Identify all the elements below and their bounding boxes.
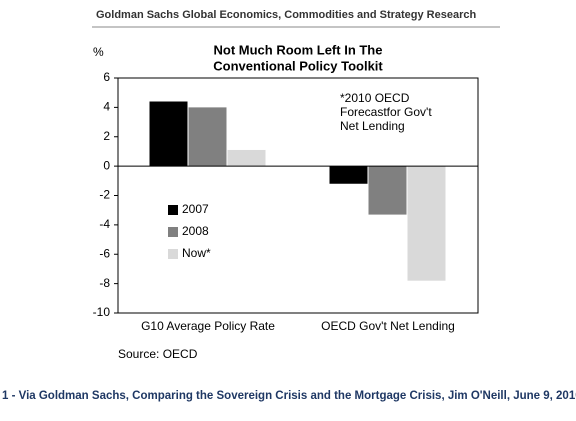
y-tick-label: -4 <box>99 217 110 231</box>
bar <box>329 166 368 184</box>
bar <box>188 107 227 167</box>
y-tick-label: -6 <box>99 246 110 260</box>
chart-title: Not Much Room Left In The <box>214 42 383 57</box>
legend-label: 2007 <box>182 202 209 216</box>
x-tick-label: OECD Gov't Net Lending <box>321 319 455 333</box>
caption: 1 - Via Goldman Sachs, Comparing the Sov… <box>2 390 576 402</box>
y-tick-label: 0 <box>103 158 110 172</box>
bar <box>407 166 446 281</box>
legend-swatch <box>168 227 178 237</box>
annotation: *2010 OECD <box>340 91 410 105</box>
legend-label: Now* <box>182 246 211 260</box>
legend-swatch <box>168 205 178 215</box>
bar <box>368 166 407 215</box>
source: Source: OECD <box>118 347 198 361</box>
y-axis-label: % <box>93 45 104 59</box>
y-tick-label: -8 <box>99 276 110 290</box>
annotation: Net Lending <box>340 119 405 133</box>
annotation: Forecastfor Gov't <box>340 105 432 119</box>
legend-swatch <box>168 249 178 259</box>
bar <box>227 149 266 167</box>
y-tick-label: -10 <box>93 305 111 319</box>
chart-title: Conventional Policy Toolkit <box>213 58 383 73</box>
y-tick-label: 2 <box>103 129 110 143</box>
bar <box>149 101 188 167</box>
header: Goldman Sachs Global Economics, Commodit… <box>96 9 476 21</box>
y-tick-label: -2 <box>99 188 110 202</box>
y-tick-label: 4 <box>103 100 110 114</box>
legend-label: 2008 <box>182 224 209 238</box>
y-tick-label: 6 <box>103 70 110 84</box>
x-tick-label: G10 Average Policy Rate <box>141 319 275 333</box>
